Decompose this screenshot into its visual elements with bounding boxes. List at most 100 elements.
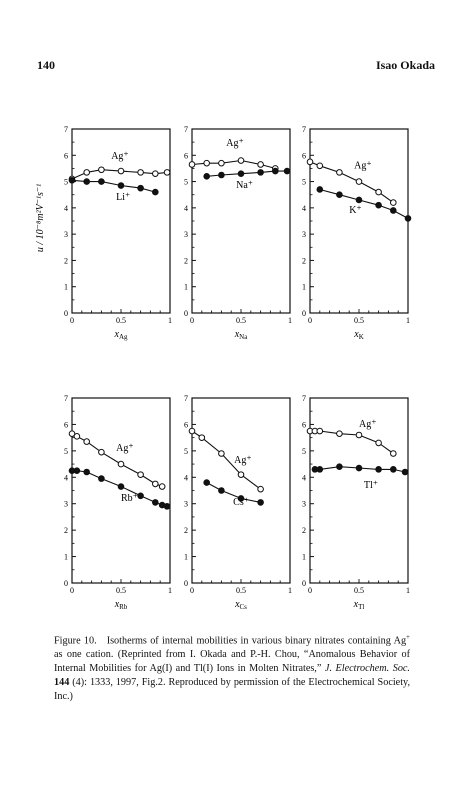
ag-series-point	[117, 460, 125, 468]
x-axis-label: xRb	[114, 599, 128, 611]
ag-series-label: Ag⁺	[354, 160, 372, 171]
ion-series-point	[83, 468, 90, 476]
page-number: 140	[37, 58, 55, 72]
caption-text-2: as one cation. (Reprinted from I. Okada …	[54, 649, 410, 675]
ag-series-line	[309, 161, 394, 204]
ag-series-point	[137, 471, 144, 478]
x-tick-label: 1	[288, 586, 292, 595]
ag-series-point	[375, 439, 382, 447]
ion-series-point	[283, 167, 291, 175]
x-axis-label: xK	[353, 329, 364, 341]
y-tick-label: 1	[184, 553, 188, 562]
y-tick-label: 5	[302, 447, 306, 456]
panel-k: 0 1 2 3 4 5 6 7 0 0.5 1 xK Ag⁺ K⁺	[302, 125, 412, 341]
y-tick-label: 6	[302, 151, 306, 160]
ion-series-point	[98, 475, 105, 482]
ion-series-label: K⁺	[349, 205, 362, 216]
ion-series-point	[203, 173, 210, 180]
x-tick-label: 1	[168, 586, 172, 595]
caption-text-1: Isotherms of internal mobilities in vari…	[106, 635, 407, 647]
ag-series-point	[375, 188, 382, 196]
y-tick-label: 7	[64, 125, 68, 134]
caption-label: Figure 10.	[54, 635, 97, 647]
ag-series-label: Ag⁺	[116, 443, 134, 454]
x-axis-label: xNa	[234, 329, 249, 341]
x-tick-label: 0	[70, 316, 74, 325]
y-tick-label: 2	[184, 256, 188, 265]
x-axis-label-subscript: Ag	[119, 333, 128, 341]
y-tick-label: 2	[302, 256, 306, 265]
ag-series-label: Ag⁺	[359, 419, 377, 430]
y-tick-label: 4	[64, 204, 68, 213]
x-axis-label: xTl	[353, 599, 365, 611]
ion-series-point	[137, 492, 144, 500]
ion-series-point	[355, 196, 363, 204]
plot-frame	[191, 128, 291, 314]
y-tick-label: 6	[64, 151, 68, 160]
ion-series-label: Na⁺	[236, 180, 253, 191]
y-tick-label: 6	[302, 420, 306, 429]
y-tick-label: 7	[302, 394, 306, 403]
ion-series-point	[375, 466, 382, 473]
ag-series-point	[355, 431, 363, 439]
ag-series-point	[158, 483, 166, 490]
ion-series-label: Li⁺	[116, 192, 130, 203]
y-tick-label: 4	[184, 204, 188, 213]
running-head: Isao Okada	[375, 58, 435, 72]
ion-series-point	[73, 467, 81, 474]
ion-series-point	[237, 170, 245, 177]
ag-series-point	[218, 159, 225, 167]
x-tick-label: 0	[70, 586, 74, 595]
ion-series-label: Cs⁺	[233, 497, 249, 508]
ag-series-point	[188, 161, 196, 168]
ag-series-point	[83, 438, 90, 445]
y-tick-label: 3	[64, 230, 68, 239]
y-tick-label: 0	[184, 579, 188, 588]
ion-series-point	[237, 495, 245, 502]
y-tick-label: 1	[184, 283, 188, 292]
y-tick-label: 1	[64, 553, 68, 562]
x-tick-label: 0	[308, 316, 312, 325]
x-axis-label-subscript: Rb	[119, 603, 128, 611]
x-tick-label: 0.5	[236, 586, 246, 595]
ag-series-point	[117, 167, 125, 175]
y-tick-label: 4	[302, 204, 306, 213]
ion-series-label: Rb⁺	[121, 493, 138, 504]
x-tick-label: 0	[308, 586, 312, 595]
figure-caption: Figure 10. Isotherms of internal mobilit…	[54, 630, 410, 704]
x-tick-label: 0	[190, 586, 194, 595]
x-tick-label: 1	[406, 316, 410, 325]
x-axis-label: xCs	[234, 599, 247, 611]
ag-series-label: Ag⁺	[226, 138, 244, 149]
y-tick-label: 5	[184, 447, 188, 456]
caption-journal: J. Electrochem. Soc.	[324, 663, 410, 675]
ag-series-point	[237, 157, 245, 164]
y-tick-label: 0	[64, 579, 68, 588]
ion-series-point	[257, 169, 264, 176]
ag-series-point	[355, 178, 363, 185]
ion-series-point	[390, 466, 397, 473]
x-tick-label: 0.5	[354, 316, 364, 325]
ion-series-line	[206, 482, 261, 503]
ag-series-point	[73, 433, 81, 440]
ion-series-point	[152, 188, 159, 196]
ion-series-point	[163, 503, 171, 510]
ag-series-point	[336, 169, 343, 176]
y-tick-label: 1	[64, 283, 68, 292]
ag-series-label: Ag⁺	[234, 455, 252, 466]
ag-series-point	[257, 485, 264, 493]
ag-series-point	[98, 166, 105, 174]
x-axis-label: xAg	[113, 329, 128, 341]
panel-rb: 0 1 2 3 4 5 6 7 0 0.5 1 xRb Ag⁺ Rb⁺	[64, 394, 172, 611]
y-tick-label: 3	[184, 500, 188, 509]
y-tick-label: 2	[64, 526, 68, 535]
ion-series-point	[152, 499, 159, 506]
ion-series-point	[404, 215, 412, 222]
ion-series-point	[401, 468, 409, 476]
ag-series-point	[98, 448, 105, 456]
ag-series-point	[163, 169, 171, 176]
ion-series-point	[390, 207, 397, 214]
ion-series-point	[316, 466, 324, 473]
ion-series-point	[218, 171, 225, 179]
